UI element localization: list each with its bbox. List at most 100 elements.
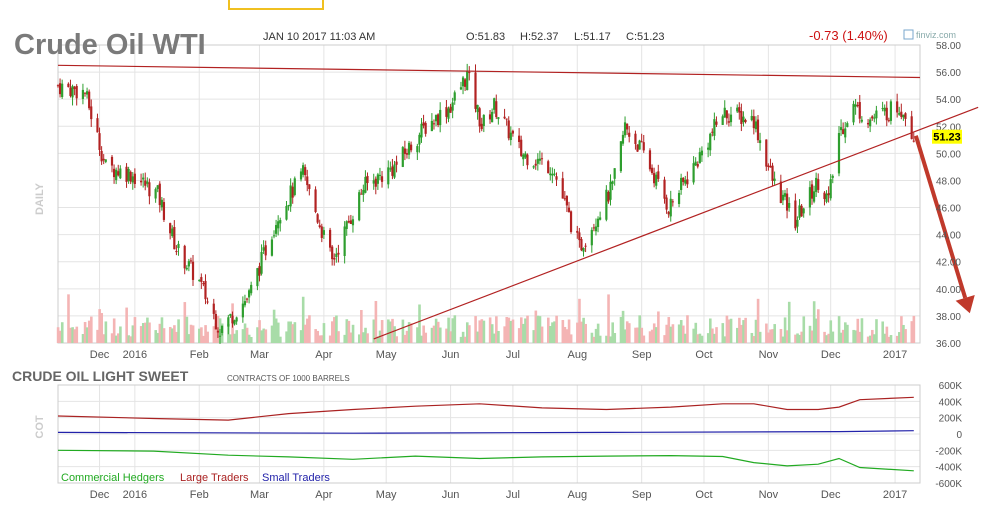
volume-bar — [247, 334, 251, 343]
candle-body — [245, 298, 249, 300]
candle-body — [262, 247, 265, 251]
timeframe-thumbnail[interactable] — [680, 0, 740, 8]
x-tick-label: 2016 — [123, 489, 147, 501]
x-tick-label: Dec — [90, 489, 110, 501]
timeframe-thumbnail[interactable] — [348, 0, 408, 8]
candle-body — [505, 118, 508, 120]
candle-body — [540, 158, 544, 160]
candle-body — [628, 132, 631, 137]
candle-body — [117, 171, 120, 176]
volume-bar — [663, 335, 666, 343]
finviz-logo-icon[interactable] — [903, 29, 914, 40]
volume-bar — [904, 329, 907, 343]
volume-bar — [139, 326, 143, 343]
x-tick-label: Aug — [567, 489, 587, 501]
volume-bar — [625, 321, 629, 343]
x-tick-label: Jun — [442, 489, 460, 501]
volume-bar — [187, 334, 191, 343]
volume-bar — [306, 318, 309, 343]
source-label[interactable]: finviz.com — [916, 30, 956, 40]
candle-body — [682, 177, 685, 182]
volume-bar — [758, 331, 762, 343]
candle-body — [75, 86, 78, 99]
volume-bar — [110, 333, 114, 343]
timeframe-thumbnail[interactable] — [570, 0, 630, 8]
volume-bar — [337, 331, 340, 343]
volume-bar — [461, 331, 465, 343]
volume-bar — [333, 317, 336, 343]
candle-body — [798, 205, 801, 218]
volume-bar — [623, 329, 627, 343]
volume-bar — [511, 319, 515, 343]
candle-body — [85, 91, 89, 95]
candle-body — [729, 114, 733, 123]
volume-bar — [420, 335, 423, 343]
daily-label: DAILY — [34, 182, 46, 215]
candle-body — [376, 174, 379, 184]
candle-body — [634, 133, 637, 144]
candle-body — [534, 163, 537, 166]
volume-bar — [900, 316, 903, 343]
price-tick-label: 40.00 — [936, 285, 961, 296]
volume-bar — [229, 334, 232, 343]
candle-body — [453, 92, 456, 101]
candle-body — [247, 290, 251, 298]
volume-bar — [642, 335, 646, 343]
candle-body — [154, 189, 157, 199]
volume-bar — [270, 325, 274, 343]
volume-bar — [536, 315, 540, 343]
cot-tick-label: 600K — [939, 381, 963, 392]
candle-body — [754, 121, 758, 130]
candle-body — [250, 284, 253, 294]
candle-body — [785, 193, 789, 211]
volume-bar — [895, 335, 899, 343]
volume-bar — [112, 318, 116, 343]
volume-bar — [293, 322, 297, 343]
volume-bar — [696, 334, 700, 343]
volume-bar — [198, 328, 201, 343]
candle-body — [817, 179, 820, 190]
volume-bar — [569, 334, 573, 343]
candle-body — [590, 229, 593, 246]
volume-bar — [852, 329, 855, 343]
volume-bar — [546, 317, 550, 343]
price-tick-label: 48.00 — [936, 176, 961, 187]
x-tick-label: Jul — [506, 489, 520, 501]
candle-body — [139, 180, 143, 183]
candle-body — [594, 226, 598, 232]
volume-bar — [407, 322, 411, 343]
volume-bar — [738, 317, 741, 343]
volume-bar — [204, 325, 207, 343]
volume-bar — [902, 324, 905, 343]
volume-bar — [885, 326, 889, 343]
candle-body — [640, 141, 643, 143]
last-price-label: 51.23 — [933, 132, 961, 144]
volume-bar — [800, 331, 804, 343]
projection-arrow — [913, 135, 968, 299]
volume-bar — [839, 332, 843, 343]
datetime-label: JAN 10 2017 11:03 AM — [263, 31, 375, 43]
timeframe-thumbnail[interactable] — [460, 0, 520, 8]
candle-body — [555, 176, 558, 180]
volume-bar — [787, 301, 791, 343]
volume-bar — [81, 334, 85, 343]
volume-bar — [540, 326, 544, 343]
candle-body — [407, 142, 411, 155]
candle-body — [518, 135, 521, 142]
candle-body — [420, 123, 423, 138]
volume-bar — [488, 317, 492, 343]
volume-bar — [594, 328, 598, 343]
volume-bar — [233, 333, 236, 343]
candle-body — [567, 207, 571, 213]
timeframe-thumbnail[interactable] — [790, 0, 850, 8]
candle-body — [432, 123, 436, 125]
candle-body — [524, 153, 527, 158]
candle-body — [709, 133, 712, 151]
candle-body — [696, 164, 699, 167]
volume-bar — [727, 319, 731, 343]
candle-body — [871, 116, 874, 119]
volume-bar — [773, 324, 777, 343]
volume-bar — [459, 336, 463, 343]
timeframe-thumbnail-selected[interactable] — [228, 0, 324, 10]
x-tick-label: Sep — [632, 349, 652, 361]
